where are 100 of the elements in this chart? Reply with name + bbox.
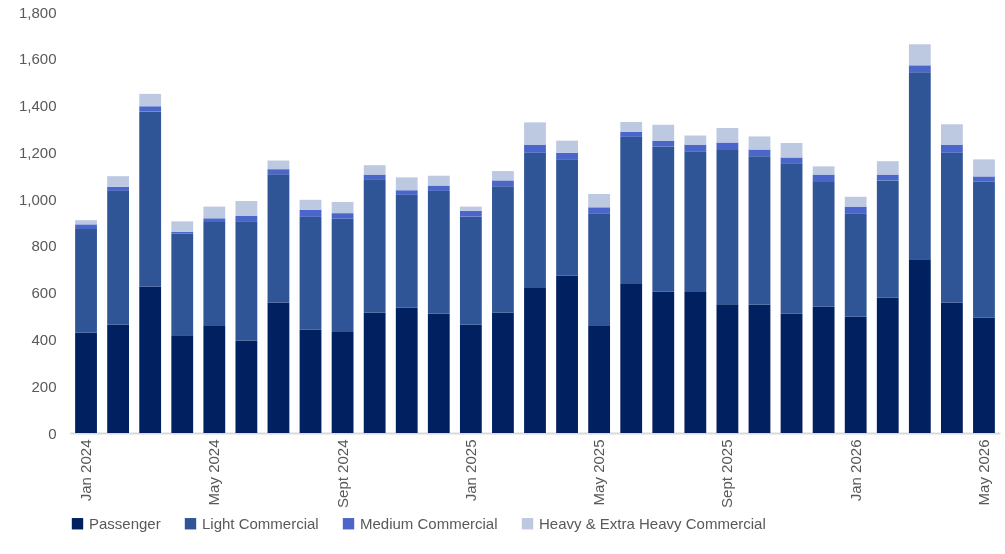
bar	[203, 325, 226, 433]
bar	[620, 131, 643, 137]
x-tick-label: May 2025	[590, 439, 608, 506]
x-tick-label: Jan 2024	[77, 439, 95, 502]
bar	[235, 215, 258, 222]
bar	[812, 166, 835, 175]
bar	[139, 106, 162, 112]
bar	[588, 325, 611, 433]
bar	[299, 199, 322, 210]
bar	[844, 213, 867, 317]
bar	[267, 169, 290, 175]
bar	[171, 221, 194, 232]
bar	[748, 136, 771, 150]
bar	[973, 176, 995, 182]
bar	[427, 313, 450, 433]
bar	[427, 185, 450, 191]
bar	[908, 44, 931, 66]
y-tick-label: 1,200	[18, 143, 57, 161]
bar	[748, 156, 771, 305]
bar	[107, 324, 130, 433]
bar	[716, 142, 739, 150]
bar	[75, 224, 97, 230]
bar	[812, 306, 835, 433]
bar	[331, 201, 354, 214]
bar	[844, 206, 867, 214]
bar	[812, 174, 835, 183]
bar	[299, 209, 322, 217]
bar	[395, 194, 418, 308]
bar	[139, 93, 162, 107]
bar	[235, 221, 258, 341]
bar	[492, 180, 514, 187]
bar	[620, 136, 643, 285]
legend-label: Passenger	[89, 514, 161, 532]
bar	[75, 229, 97, 333]
bar	[973, 159, 995, 177]
bar	[588, 207, 611, 214]
bar	[492, 186, 514, 313]
bar	[684, 144, 707, 152]
bar	[812, 182, 835, 307]
bar	[684, 291, 707, 433]
bar	[524, 152, 546, 288]
bar	[331, 331, 354, 433]
bar	[908, 72, 931, 260]
bar	[940, 144, 963, 153]
x-tick-label: Jan 2026	[846, 439, 864, 502]
bar	[75, 220, 97, 225]
bar	[235, 340, 258, 433]
bar	[876, 161, 899, 175]
bar	[556, 159, 578, 276]
legend-label: Heavy & Extra Heavy Commercial	[539, 514, 766, 532]
bar	[556, 275, 578, 433]
bar	[139, 111, 162, 287]
bar	[780, 142, 803, 158]
bar	[363, 165, 386, 175]
bar	[652, 146, 675, 292]
bar	[267, 174, 290, 303]
bar	[908, 65, 931, 73]
bar	[973, 181, 995, 318]
bar	[908, 259, 931, 433]
y-tick-label: 1,000	[18, 190, 57, 208]
bar	[171, 335, 194, 433]
x-tick-label: Jan 2025	[461, 439, 479, 502]
bar	[459, 216, 482, 325]
legend-label: Medium Commercial	[360, 514, 498, 532]
bar	[716, 149, 739, 305]
bar	[940, 302, 963, 433]
bar	[780, 163, 803, 314]
bar	[299, 329, 322, 433]
y-tick-label: 200	[31, 377, 57, 395]
x-tick-label: May 2024	[205, 439, 223, 506]
bar	[524, 122, 546, 145]
bar	[395, 190, 418, 195]
bar	[716, 304, 739, 433]
bar	[556, 140, 578, 153]
bar	[427, 175, 450, 186]
x-tick-label: Sept 2024	[333, 439, 351, 508]
bar	[427, 190, 450, 314]
y-tick-label: 0	[48, 424, 57, 442]
bar	[588, 193, 611, 208]
bar	[107, 176, 130, 187]
bar	[844, 316, 867, 433]
bar	[780, 313, 803, 433]
x-tick-label: May 2026	[974, 439, 992, 506]
bar	[940, 124, 963, 145]
bar	[684, 151, 707, 292]
bar	[748, 304, 771, 433]
bar	[876, 180, 899, 298]
bar	[203, 218, 226, 223]
bar	[940, 152, 963, 303]
bar	[620, 121, 643, 132]
bar	[107, 186, 130, 191]
bar	[395, 177, 418, 191]
bar	[363, 179, 386, 313]
y-tick-label: 1,600	[18, 50, 57, 68]
bar	[459, 324, 482, 433]
x-tick-label: Sept 2025	[718, 439, 736, 508]
y-tick-label: 400	[31, 330, 57, 348]
bar	[139, 286, 162, 433]
bar	[844, 196, 867, 207]
bar	[107, 190, 130, 325]
